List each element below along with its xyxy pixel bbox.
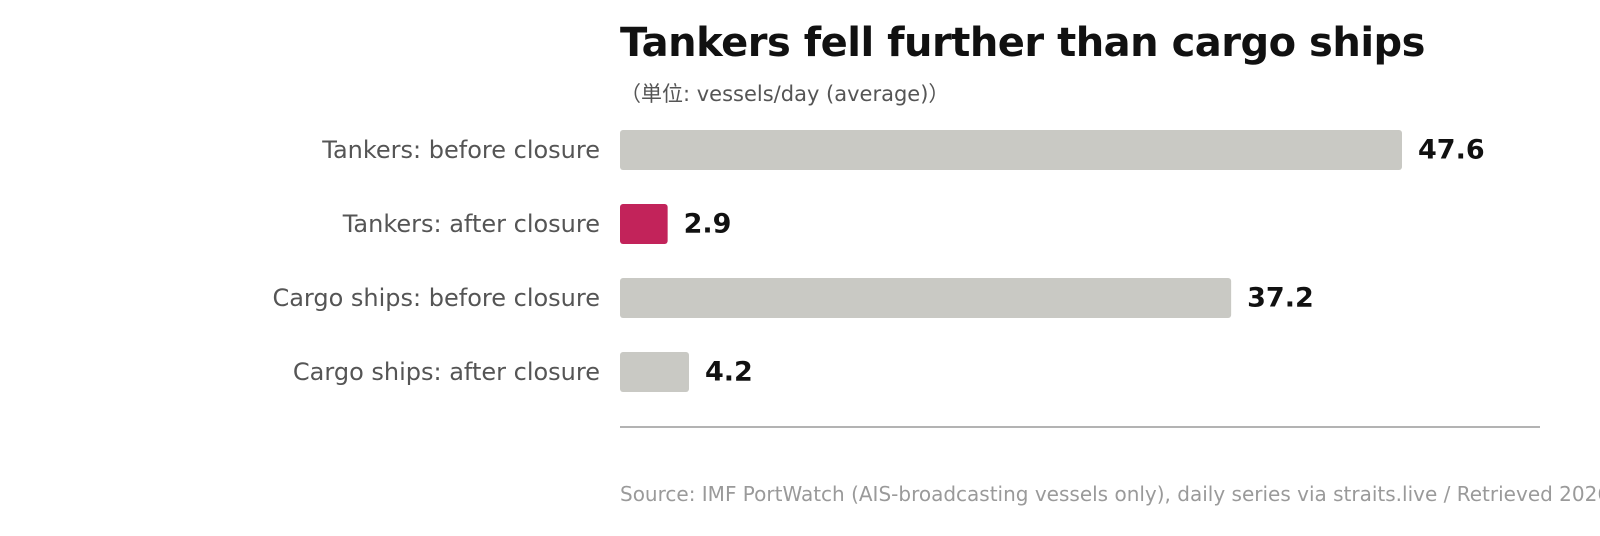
- source-note: Source: IMF PortWatch (AIS-broadcasting …: [620, 482, 1600, 506]
- value-label-tankers-before-closure: 47.6: [1418, 135, 1485, 166]
- chart-subtitle: （単位: vessels/day (average)）: [620, 82, 950, 106]
- category-label-cargo-ships-after-closure: Cargo ships: after closure: [293, 358, 600, 386]
- chart-title: Tankers fell further than cargo ships: [620, 20, 1425, 66]
- category-label-tankers-before-closure: Tankers: before closure: [321, 136, 600, 164]
- bar-tankers-before-closure: [620, 130, 1402, 170]
- value-label-tankers-after-closure: 2.9: [684, 209, 732, 240]
- category-label-tankers-after-closure: Tankers: after closure: [342, 210, 600, 238]
- value-label-cargo-ships-after-closure: 4.2: [705, 357, 753, 388]
- bar-cargo-ships-before-closure: [620, 278, 1232, 318]
- bar-cargo-ships-after-closure: [620, 352, 689, 392]
- bar-tankers-after-closure: [620, 204, 668, 244]
- category-label-cargo-ships-before-closure: Cargo ships: before closure: [272, 284, 600, 312]
- value-label-cargo-ships-before-closure: 37.2: [1247, 283, 1314, 314]
